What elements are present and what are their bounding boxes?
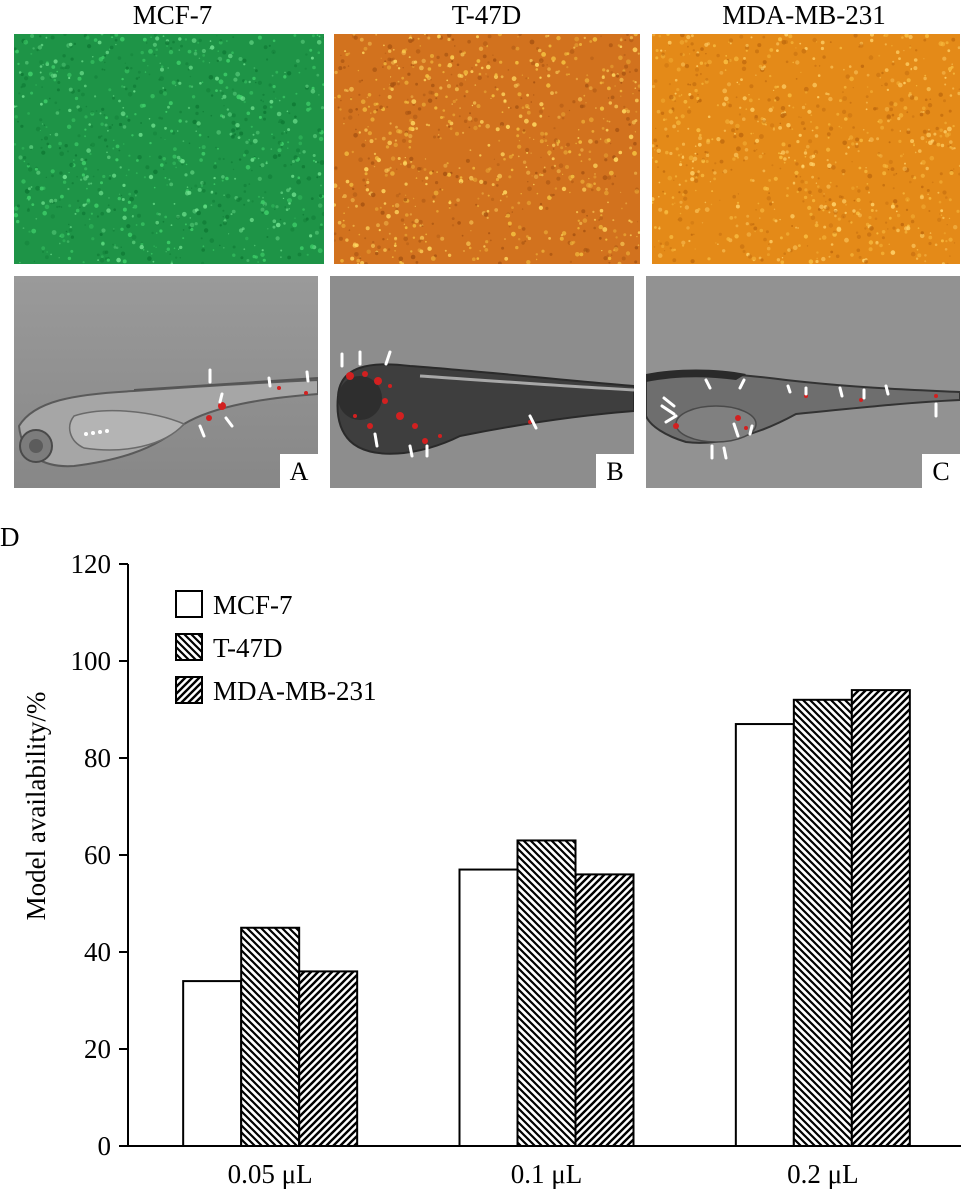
y-tick-label: 40 — [84, 937, 111, 967]
zebrafish-image-c: C — [646, 276, 960, 488]
panel-label-d: D — [0, 522, 20, 552]
y-tick-label: 60 — [84, 840, 111, 870]
zebrafish-image-b: B — [330, 276, 634, 488]
x-axis: 0.05 μL 0.1 μL 0.2 μL — [128, 1145, 961, 1189]
zebrafish-image-a: A — [14, 276, 318, 488]
y-axis: 0 20 40 60 80 100 120 — [71, 549, 129, 1161]
legend-swatch — [175, 590, 203, 618]
t47d-fluorescence-image — [334, 34, 640, 264]
x-tick-label: 0.2 μL — [787, 1159, 858, 1189]
legend-label: MDA-MB-231 — [213, 676, 377, 706]
mdamb231-fluorescence-image — [652, 34, 960, 264]
column-title-t47d: T-47D — [451, 0, 522, 30]
legend-label: T-47D — [213, 633, 283, 663]
legend-label: MCF-7 — [213, 590, 293, 620]
legend: MCF-7 T-47D MDA-MB-231 — [175, 590, 377, 706]
bar-mda-mb-231-2 — [574, 873, 635, 1147]
legend-swatch — [175, 633, 203, 661]
bar-t-47d-2 — [516, 839, 577, 1147]
bar-t-47d-3 — [792, 698, 853, 1148]
panel-label-c: C — [922, 454, 960, 488]
y-axis-title: Model availability/% — [21, 692, 51, 921]
bar-mda-mb-231-1 — [298, 970, 359, 1147]
bar-mcf-7-2 — [458, 868, 519, 1147]
y-tick-label: 80 — [84, 743, 111, 773]
chart-svg: D Model availability/% 0 20 40 60 80 100 120 0… — [0, 522, 961, 1189]
bar-mcf-7-1 — [182, 980, 243, 1147]
panel-label-b: B — [596, 454, 634, 488]
model-availability-chart: D Model availability/% 0 20 40 60 80 100 120 0… — [0, 520, 961, 1196]
bar-mcf-7-3 — [734, 723, 795, 1148]
y-tick-label: 120 — [71, 549, 112, 579]
bar-mda-mb-231-3 — [850, 689, 911, 1147]
column-title-mdamb231: MDA-MB-231 — [722, 0, 886, 30]
x-tick-label: 0.1 μL — [511, 1159, 582, 1189]
y-tick-label: 100 — [71, 646, 112, 676]
bars — [182, 689, 911, 1148]
column-title-mcf7: MCF-7 — [132, 0, 213, 30]
panel-label-a: A — [280, 454, 318, 488]
y-tick-label: 0 — [98, 1131, 112, 1161]
x-tick-label: 0.05 μL — [228, 1159, 313, 1189]
bar-t-47d-1 — [240, 926, 301, 1147]
mcf7-fluorescence-image — [14, 34, 324, 264]
y-tick-label: 20 — [84, 1034, 111, 1064]
legend-swatch — [175, 676, 203, 704]
